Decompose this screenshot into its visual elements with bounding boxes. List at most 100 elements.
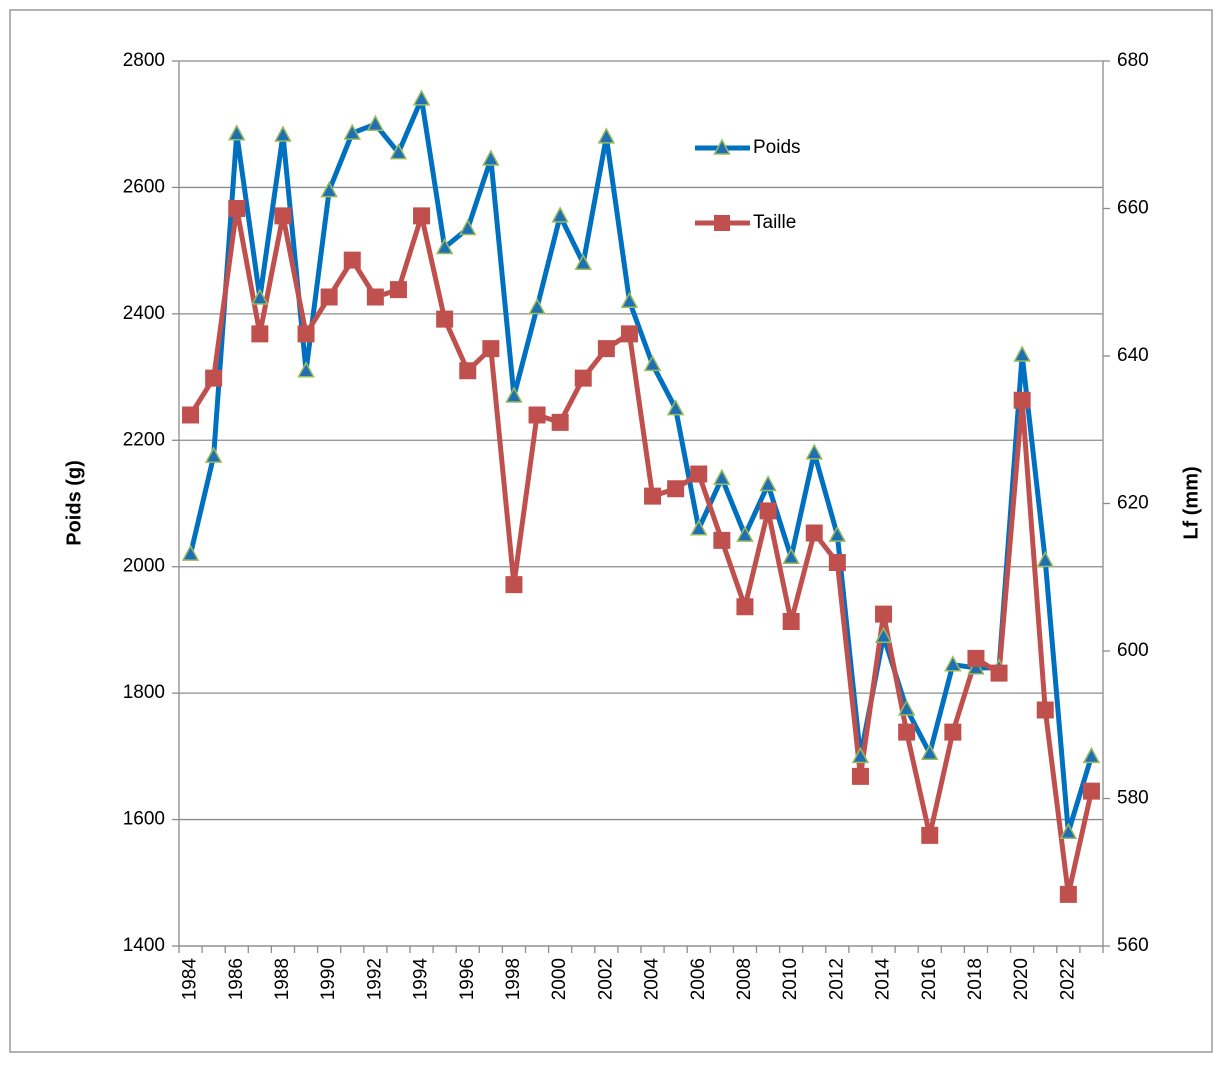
data-marker — [389, 143, 408, 160]
data-marker — [482, 149, 500, 166]
data-marker — [990, 664, 1008, 682]
y-tick-label: 2400 — [123, 303, 165, 324]
data-marker — [620, 325, 638, 343]
data-marker — [736, 525, 754, 542]
y-tick-label: 1600 — [123, 809, 165, 830]
data-marker — [182, 406, 200, 424]
y-axis-title: Poids (g) — [63, 460, 85, 546]
x-tick-label: 2018 — [965, 958, 986, 1000]
data-marker — [482, 340, 500, 358]
data-marker — [251, 325, 269, 343]
data-marker — [920, 743, 939, 760]
x-tick-label: 2008 — [734, 958, 755, 1000]
data-marker — [713, 468, 731, 485]
data-marker — [944, 723, 962, 741]
data-marker — [1013, 345, 1031, 362]
data-marker — [944, 655, 962, 672]
data-marker — [1059, 822, 1078, 839]
data-marker — [1013, 391, 1031, 409]
data-marker — [1036, 550, 1055, 568]
data-marker — [574, 253, 593, 271]
data-marker — [435, 237, 454, 255]
data-marker — [967, 649, 985, 667]
data-marker — [320, 288, 338, 306]
data-marker — [689, 519, 708, 536]
data-marker — [228, 200, 246, 217]
x-tick-label: 1992 — [364, 958, 385, 1000]
data-marker — [921, 826, 939, 844]
data-marker — [897, 699, 916, 716]
data-marker — [251, 288, 269, 305]
data-marker — [759, 474, 777, 492]
data-marker — [828, 525, 847, 542]
data-marker — [366, 114, 385, 131]
data-marker — [759, 502, 777, 520]
y2-tick-label: 640 — [1117, 345, 1149, 366]
x-tick-label: 1998 — [503, 958, 524, 1000]
legend-marker — [713, 138, 731, 155]
data-marker — [458, 218, 477, 236]
x-tick-label: 2016 — [919, 958, 940, 1000]
data-marker — [597, 127, 616, 144]
x-tick-label: 2022 — [1057, 958, 1078, 1000]
y-tick-label: 1400 — [123, 935, 165, 956]
data-marker — [782, 547, 800, 564]
x-tick-label: 2004 — [642, 958, 663, 1001]
legend-label: Taille — [753, 212, 796, 233]
data-marker — [667, 480, 685, 498]
x-tick-label: 2012 — [826, 958, 847, 1000]
data-marker — [413, 207, 431, 225]
data-marker — [690, 465, 708, 483]
x-tick-label: 1986 — [226, 958, 247, 1000]
x-tick-label: 2010 — [780, 958, 801, 1000]
x-tick-label: 2000 — [549, 958, 570, 1000]
x-tick-label: 2006 — [688, 958, 709, 1000]
x-tick-label: 2014 — [873, 958, 894, 1001]
data-marker — [597, 340, 615, 358]
x-tick-label: 1988 — [272, 958, 293, 1000]
x-tick-label: 2002 — [595, 958, 616, 1000]
y-tick-label: 2800 — [123, 50, 165, 71]
data-marker — [620, 291, 639, 308]
data-marker — [181, 544, 200, 561]
data-marker — [412, 89, 431, 106]
data-marker — [528, 297, 546, 315]
data-marker — [343, 251, 361, 269]
data-marker — [828, 554, 846, 571]
y-tick-label: 2200 — [123, 429, 165, 450]
data-marker — [898, 723, 916, 741]
y2-tick-label: 620 — [1117, 493, 1149, 514]
y-tick-label: 1800 — [123, 682, 165, 703]
data-marker — [851, 767, 869, 785]
series-line — [188, 206, 1094, 897]
data-marker — [274, 207, 292, 225]
y2-tick-label: 600 — [1117, 640, 1149, 661]
y2-tick-label: 680 — [1117, 50, 1149, 71]
data-marker — [389, 281, 407, 299]
y-tick-label: 2000 — [123, 556, 165, 577]
data-marker — [459, 362, 477, 380]
data-marker — [551, 413, 569, 431]
data-marker — [436, 310, 454, 328]
data-marker — [805, 524, 823, 542]
data-marker — [736, 598, 754, 616]
data-marker — [1082, 746, 1101, 764]
data-marker — [366, 288, 384, 306]
series-line — [188, 96, 1094, 835]
legend-label: Poids — [753, 137, 801, 158]
data-marker — [505, 386, 523, 403]
x-tick-label: 1984 — [180, 958, 201, 1001]
y2-axis-title: Lf (mm) — [1180, 466, 1202, 539]
y2-tick-label: 560 — [1117, 935, 1149, 956]
legend-marker — [714, 215, 730, 231]
data-marker — [1036, 701, 1054, 719]
y-tick-label: 2600 — [123, 176, 165, 197]
data-marker — [343, 123, 362, 140]
data-marker — [297, 361, 315, 378]
data-marker — [274, 125, 292, 142]
data-marker — [297, 325, 315, 343]
data-marker — [874, 626, 893, 643]
data-marker — [644, 487, 662, 505]
x-tick-label: 1994 — [411, 958, 432, 1001]
